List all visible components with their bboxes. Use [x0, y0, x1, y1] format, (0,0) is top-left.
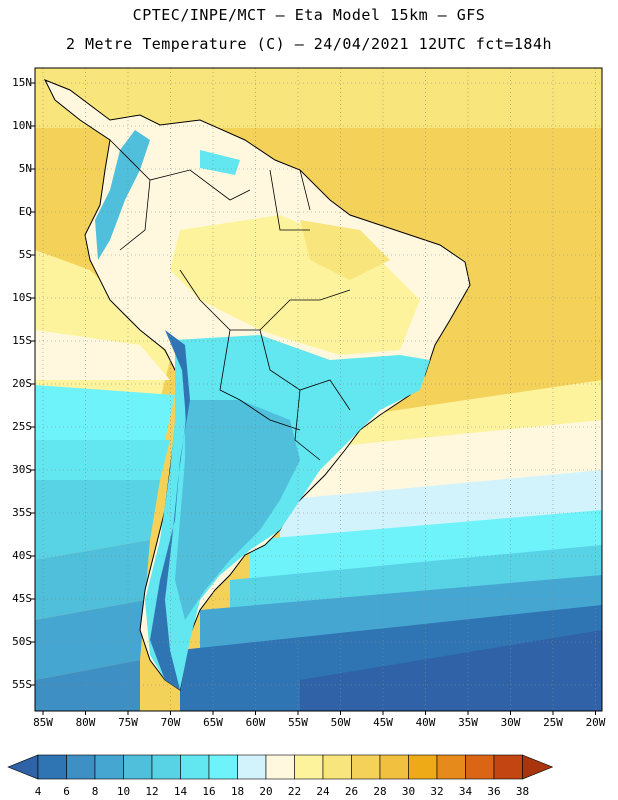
lon-label: 60W — [245, 716, 266, 729]
colorbar-cell — [66, 754, 96, 780]
colorbar-label: 18 — [230, 785, 245, 798]
title-line-1: CPTEC/INPE/MCT – Eta Model 15km – GFS — [132, 6, 486, 24]
lon-label: 55W — [288, 716, 308, 729]
title-line-2: 2 Metre Temperature (C) – 24/04/2021 12U… — [65, 35, 553, 53]
colorbar-cell — [151, 754, 181, 780]
colorbar-cell — [123, 754, 153, 780]
colorbar-label: 34 — [458, 785, 473, 798]
colorbar-label: 14 — [173, 785, 188, 798]
colorbar-label: 4 — [34, 785, 42, 798]
colorbar-cell — [237, 754, 267, 780]
lat-label: 45S — [12, 592, 32, 605]
lat-label: 30S — [12, 463, 32, 476]
colorbar-label: 20 — [259, 785, 273, 798]
colorbar-cell — [37, 754, 67, 780]
lon-label: 20W — [585, 716, 606, 729]
colorbar-cell — [351, 754, 381, 780]
lon-label: 65W — [203, 716, 223, 729]
lon-label: 45W — [373, 716, 393, 729]
lat-label: EQ — [18, 205, 32, 218]
lat-label: 5S — [18, 248, 32, 261]
lat-label: 10S — [12, 291, 32, 304]
colorbar-cell — [493, 754, 523, 780]
lat-label: 10N — [12, 119, 32, 132]
lat-label: 40S — [12, 549, 32, 562]
colorbar — [7, 754, 554, 780]
lon-label: 80W — [75, 716, 96, 729]
colorbar-cell — [265, 754, 295, 780]
lon-label: 50W — [330, 716, 351, 729]
lat-label: 15N — [12, 76, 32, 89]
colorbar-label: 6 — [63, 785, 70, 798]
colorbar-cell — [180, 754, 210, 780]
lat-label: 25S — [12, 420, 32, 433]
colorbar-arrow-high — [522, 754, 554, 780]
lat-label: 15S — [12, 334, 32, 347]
colorbar-label: 10 — [116, 785, 131, 798]
colorbar-cell — [408, 754, 438, 780]
lat-label: 55S — [12, 678, 32, 691]
colorbar-cell — [294, 754, 324, 780]
colorbar-cell — [322, 754, 352, 780]
colorbar-cell — [208, 754, 238, 780]
lon-label: 40W — [415, 716, 436, 729]
colorbar-label: 8 — [91, 785, 99, 798]
colorbar-cell — [465, 754, 495, 780]
lon-label: 25W — [543, 716, 563, 729]
lon-label: 70W — [160, 716, 181, 729]
colorbar-label: 32 — [430, 785, 444, 798]
lon-label: 85W — [33, 716, 53, 729]
colorbar-cell — [436, 754, 466, 780]
colorbar-label: 30 — [401, 785, 416, 798]
colorbar-label: 36 — [487, 785, 501, 798]
lon-label: 35W — [458, 716, 478, 729]
lat-label: 50S — [12, 635, 32, 648]
colorbar-cell — [379, 754, 409, 780]
lat-label: 5N — [18, 162, 32, 175]
colorbar-label: 22 — [287, 785, 302, 798]
colorbar-label: 38 — [515, 785, 530, 798]
colorbar-label: 26 — [344, 785, 359, 798]
colorbar-arrow-low — [7, 754, 39, 780]
colorbar-label: 12 — [145, 785, 159, 798]
colorbar-label: 16 — [202, 785, 216, 798]
colorbar-label: 28 — [373, 785, 387, 798]
lat-label: 35S — [12, 506, 32, 519]
colorbar-cell — [94, 754, 124, 780]
colorbar-label: 24 — [316, 785, 330, 798]
lat-label: 20S — [12, 377, 32, 390]
lon-label: 30W — [500, 716, 521, 729]
lon-label: 75W — [118, 716, 138, 729]
